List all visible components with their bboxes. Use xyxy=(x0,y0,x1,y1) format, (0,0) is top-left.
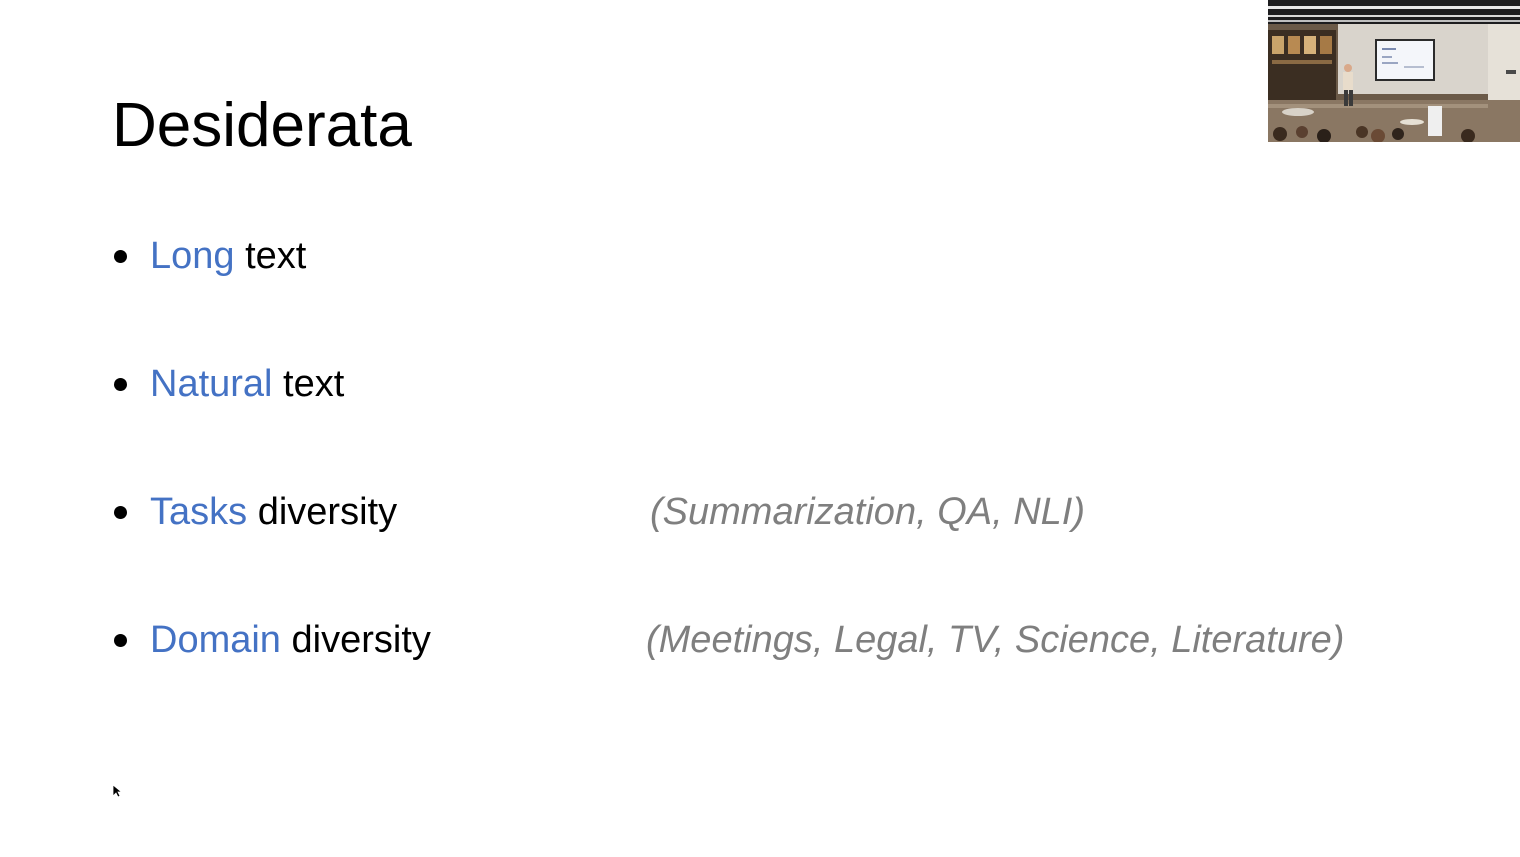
bullet-accent-word: Natural xyxy=(150,363,273,405)
bullet-rest-text: diversity xyxy=(280,619,431,661)
bullet-aside-examples: (Summarization, QA, NLI) xyxy=(650,491,1085,533)
bullet-item-long-text: Long text xyxy=(108,228,1508,288)
bullet-text: Tasks diversity xyxy=(150,484,397,540)
bullet-item-tasks-diversity: Tasks diversity (Summarization, QA, NLI) xyxy=(108,484,1508,544)
bullet-dot xyxy=(114,634,127,647)
slide-title: Desiderata xyxy=(112,91,412,160)
bullet-text: Natural text xyxy=(150,356,344,412)
bullet-text: Long text xyxy=(150,228,306,284)
bullet-accent-word: Long xyxy=(150,235,235,277)
bullet-dot xyxy=(114,378,127,391)
bullet-dot xyxy=(114,250,127,263)
bullet-rest-text: text xyxy=(234,235,307,277)
bullet-rest-text: text xyxy=(272,363,345,405)
speaker-video-image xyxy=(1268,0,1520,142)
mouse-pointer-icon xyxy=(112,784,123,798)
bullet-dot xyxy=(114,506,127,519)
speaker-video-thumbnail[interactable] xyxy=(1268,0,1520,142)
bullet-accent-word: Tasks xyxy=(150,491,248,533)
bullet-item-natural-text: Natural text xyxy=(108,356,1508,416)
bullet-aside-examples: (Meetings, Legal, TV, Science, Literatur… xyxy=(646,619,1345,661)
bullet-text: Domain diversity xyxy=(150,612,431,668)
bullet-rest-text: diversity xyxy=(247,491,398,533)
bullet-accent-word: Domain xyxy=(150,619,281,661)
bullet-item-domain-diversity: Domain diversity (Meetings, Legal, TV, S… xyxy=(108,612,1508,672)
